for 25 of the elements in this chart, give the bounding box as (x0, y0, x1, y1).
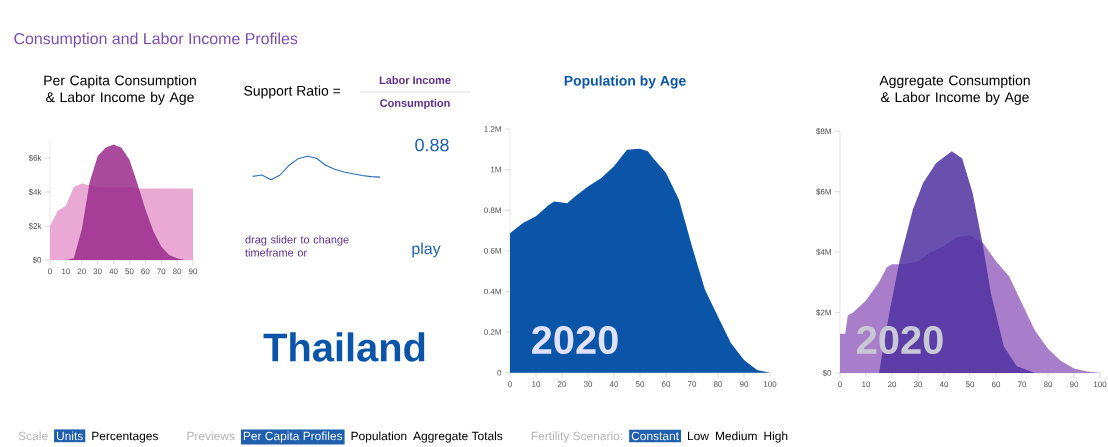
text: Aggregate Totals (413, 431, 503, 443)
text: Thailand (263, 332, 425, 362)
text: Medium (715, 431, 757, 441)
text: Previews (187, 431, 235, 441)
text: Low (688, 431, 709, 441)
text: play (412, 242, 441, 258)
text: Fertility Scenario: (531, 431, 623, 443)
text: Constant (631, 431, 679, 441)
text: Units (56, 431, 83, 441)
text: Scale (18, 431, 48, 441)
chart-title: Population by Age (564, 75, 686, 89)
annotation: 2020 (857, 325, 943, 355)
text: 0.88 (415, 138, 449, 152)
text: Labor Income (379, 75, 451, 85)
text: Consumption and Labor Income Profiles (14, 32, 298, 48)
text: Per Capita Profiles (243, 431, 343, 443)
text: drag slider to change timeframe or (245, 235, 349, 257)
chart-title: Support Ratio = (244, 85, 341, 99)
text: Percentages (92, 431, 158, 443)
text: High (764, 431, 788, 443)
text: Consumption (380, 98, 450, 110)
text: Population (351, 431, 407, 443)
chart-title: Per Capita Consumption & Labor Income by Age (44, 75, 196, 105)
annotation: 2020 (532, 325, 618, 355)
chart-title: Aggregate Consumption & Labor Income by Age (879, 75, 1030, 105)
